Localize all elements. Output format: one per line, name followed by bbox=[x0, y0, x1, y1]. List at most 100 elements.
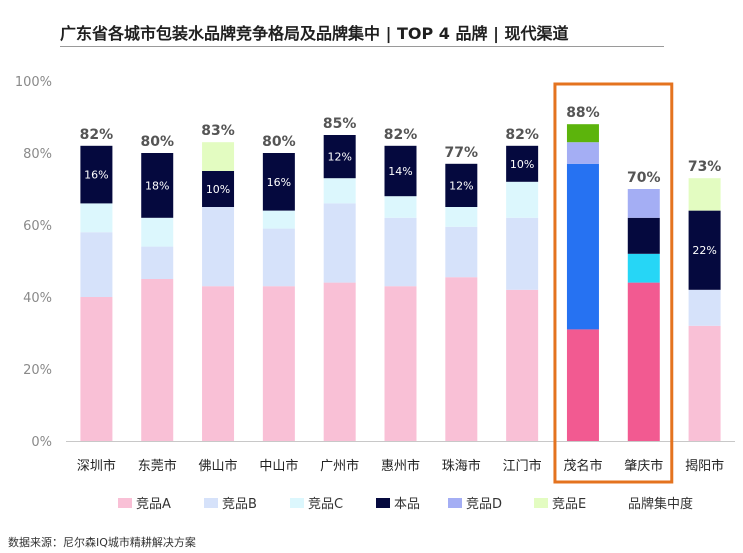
total-label: 82% bbox=[505, 127, 539, 143]
y-tick-label: 60% bbox=[23, 219, 52, 234]
bar-segment-d bbox=[566, 142, 599, 164]
bar-segment-c bbox=[384, 196, 417, 218]
bar-segment-self bbox=[141, 153, 174, 218]
legend-swatch-d bbox=[448, 497, 462, 508]
y-tick-label: 40% bbox=[23, 291, 52, 306]
total-label: 70% bbox=[627, 170, 661, 186]
category-label: 江门市 bbox=[503, 458, 542, 474]
self-share-label: 22% bbox=[692, 244, 716, 257]
category-label: 肇庆市 bbox=[624, 458, 663, 474]
legend-label-self: 本品 bbox=[394, 497, 421, 512]
legend-label-d: 竞品D bbox=[466, 497, 503, 512]
category-label: 惠州市 bbox=[381, 458, 420, 474]
bar-segment-b bbox=[262, 228, 295, 287]
bar-segment-self bbox=[688, 210, 721, 290]
legend-swatch-a bbox=[118, 497, 132, 508]
legend-item-a: 竞品A bbox=[118, 493, 171, 512]
bar-segment-c bbox=[323, 178, 356, 204]
bar-segment-b bbox=[384, 217, 417, 287]
y-tick-label: 20% bbox=[23, 363, 52, 378]
legend-label-c: 竞品C bbox=[308, 497, 344, 512]
legend-item-self: 本品 bbox=[376, 493, 420, 512]
bar-segment-a bbox=[202, 286, 235, 441]
legend-label-concentration: 品牌集中度 bbox=[628, 497, 694, 512]
bar-segment-self bbox=[323, 135, 356, 179]
total-label: 77% bbox=[445, 145, 479, 161]
self-share-label: 10% bbox=[510, 158, 534, 171]
bar-segment-c bbox=[506, 181, 539, 218]
total-label: 83% bbox=[201, 123, 235, 139]
total-label: 82% bbox=[80, 127, 114, 143]
bar-segment-b bbox=[202, 207, 235, 287]
total-label: 80% bbox=[140, 134, 174, 150]
data-source-note: 数据来源：尼尔森IQ城市精耕解决方案 bbox=[8, 536, 196, 549]
total-label: 88% bbox=[566, 105, 600, 121]
bar-segment-self bbox=[80, 145, 113, 204]
category-label: 中山市 bbox=[259, 458, 298, 474]
bar-segment-a bbox=[445, 277, 478, 441]
self-share-label: 14% bbox=[388, 165, 412, 178]
legend-label-b: 竞品B bbox=[222, 497, 257, 512]
category-label: 广州市 bbox=[320, 458, 359, 474]
category-label: 揭阳市 bbox=[685, 458, 724, 474]
legend-swatch-e bbox=[534, 497, 548, 508]
bar-segment-a bbox=[566, 329, 599, 441]
self-share-label: 10% bbox=[206, 183, 230, 196]
legend-item-c: 竞品C bbox=[290, 493, 343, 512]
stacked-bar-chart: 0% 20% 40% 60% 80% 100% 16% 82% 深圳市 18% 80% 东莞市 10% 8… bbox=[15, 75, 735, 484]
legend-swatch-self bbox=[376, 497, 390, 508]
self-share-label: 16% bbox=[84, 169, 108, 182]
total-label: 73% bbox=[688, 159, 722, 175]
category-label: 深圳市 bbox=[77, 458, 116, 474]
y-tick-label: 100% bbox=[15, 75, 52, 90]
bar-segment-self bbox=[262, 153, 295, 211]
category-label: 茂名市 bbox=[563, 458, 602, 474]
bar-segment-a bbox=[627, 282, 660, 441]
self-share-label: 12% bbox=[327, 151, 351, 164]
legend-swatch-b bbox=[204, 497, 218, 508]
bar-segment-b bbox=[566, 163, 599, 330]
bar-segment-e bbox=[688, 178, 721, 211]
bar-segment-c bbox=[141, 217, 174, 247]
legend-item-concentration: 品牌集中度 bbox=[628, 493, 693, 512]
bar-segment-c bbox=[262, 210, 295, 229]
bar-segment-a bbox=[506, 289, 539, 441]
legend-swatch-c bbox=[290, 497, 304, 508]
legend-item-d: 竞品D bbox=[448, 493, 502, 512]
legend-item-b: 竞品B bbox=[204, 493, 257, 512]
bar-segment-c bbox=[80, 203, 113, 233]
bar-segment-a bbox=[323, 282, 356, 441]
self-share-label: 16% bbox=[267, 176, 291, 189]
bar-segment-d bbox=[627, 189, 660, 218]
total-label: 85% bbox=[323, 116, 357, 132]
chart-title: 广东省各城市包装水品牌竞争格局及品牌集中 | TOP 4 品牌 | 现代渠道 bbox=[60, 24, 569, 43]
highlight-box bbox=[553, 82, 674, 484]
bar-segment-self bbox=[445, 163, 478, 207]
total-label: 80% bbox=[262, 134, 296, 150]
bar-segment-b bbox=[688, 289, 721, 326]
category-label: 佛山市 bbox=[199, 458, 238, 474]
bar-segment-self bbox=[627, 217, 660, 254]
bar-segment-a bbox=[141, 279, 174, 441]
bar-segment-e bbox=[566, 124, 599, 143]
bar-segment-a bbox=[688, 325, 721, 441]
bar-segment-b bbox=[80, 232, 113, 297]
category-label: 东莞市 bbox=[138, 458, 177, 474]
bar-segment-c bbox=[627, 253, 660, 283]
bar-segment-b bbox=[506, 217, 539, 290]
bar-segment-a bbox=[262, 286, 295, 441]
self-share-label: 18% bbox=[145, 179, 169, 192]
total-label: 82% bbox=[384, 127, 418, 143]
bar-segment-b bbox=[445, 226, 478, 278]
bar-segment-b bbox=[141, 246, 174, 279]
title-divider bbox=[60, 46, 664, 47]
bar-segment-b bbox=[323, 203, 356, 283]
legend-label-a: 竞品A bbox=[136, 497, 171, 512]
bar-segment-self bbox=[506, 145, 539, 182]
bar-segment-c bbox=[445, 207, 478, 227]
bar-segment-a bbox=[80, 297, 113, 441]
legend-item-e: 竞品E bbox=[534, 493, 586, 512]
y-tick-label: 80% bbox=[23, 147, 52, 162]
bar-segment-e bbox=[202, 142, 235, 171]
legend-label-e: 竞品E bbox=[552, 497, 587, 512]
